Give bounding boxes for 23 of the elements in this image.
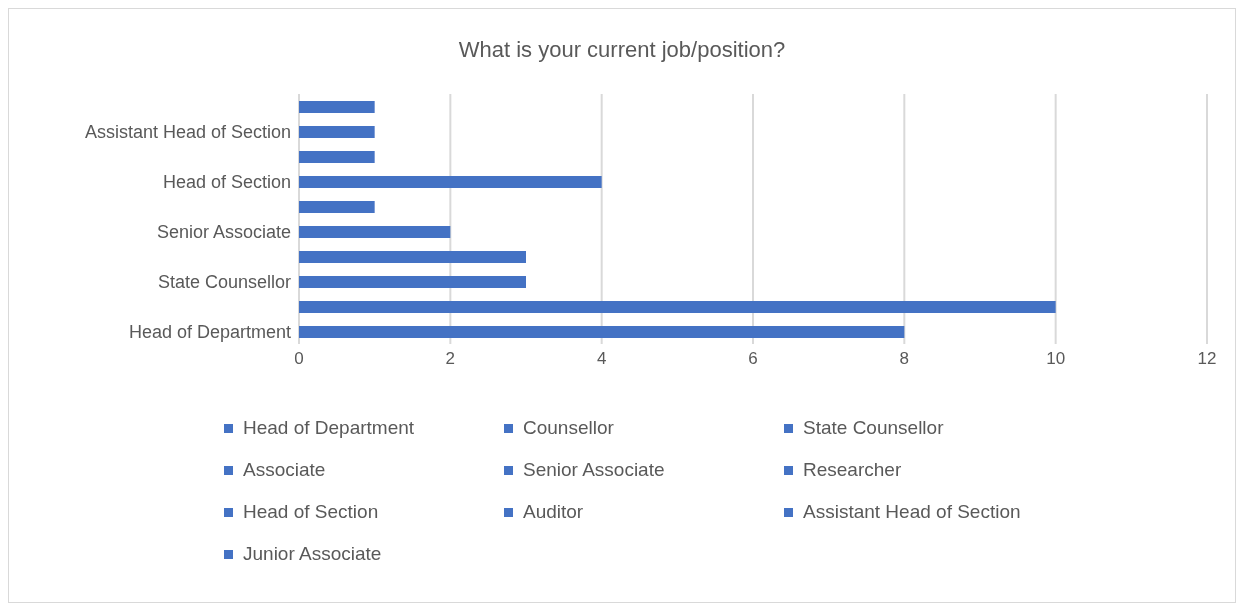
y-tick-label: Head of Section [162, 171, 291, 192]
y-tick-label: Head of Department [128, 321, 291, 342]
x-tick-label: 0 [294, 349, 304, 369]
legend-label: Senior Associate [523, 459, 665, 481]
x-tick-label: 4 [596, 349, 607, 369]
y-tick-label: Senior Associate [156, 221, 291, 242]
y-tick-label: Assistant Head of Section [84, 121, 291, 142]
x-tick-label: 2 [445, 349, 456, 369]
y-tick-label: State Counsellor [157, 271, 291, 292]
x-tick-label: 10 [1046, 349, 1066, 369]
legend-label: Head of Department [243, 417, 415, 439]
x-tick-label: 8 [899, 349, 910, 369]
legend-label: Auditor [523, 501, 584, 523]
legend-label: State Counsellor [803, 417, 944, 439]
legend-label: Junior Associate [243, 543, 382, 565]
legend-label: Associate [243, 459, 326, 481]
legend-label: Researcher [803, 459, 902, 481]
chart-title: What is your current job/position? [457, 37, 787, 63]
legend-label: Head of Section [243, 501, 379, 523]
x-tick-label: 6 [748, 349, 758, 369]
legend-label: Counsellor [523, 417, 614, 439]
legend-label: Assistant Head of Section [803, 501, 1021, 523]
x-tick-label: 12 [1197, 349, 1217, 369]
